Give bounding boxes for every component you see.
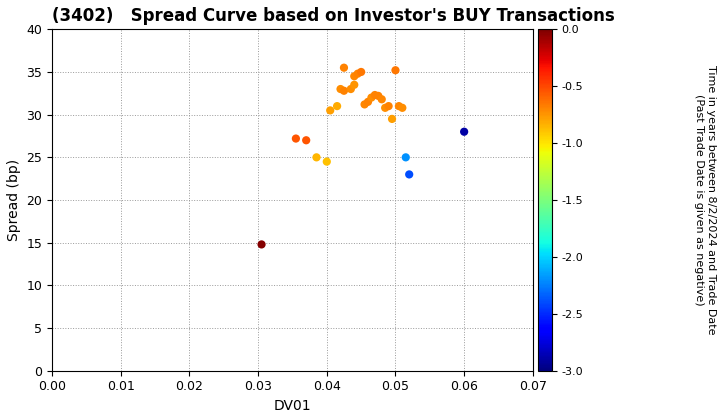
Point (311, 154, 323, 161)
Point (400, 154, 412, 161)
Point (369, 92, 381, 98)
Point (372, 92, 384, 99)
X-axis label: DV01: DV01 (274, 399, 311, 413)
Point (403, 171, 415, 178)
Point (356, 68, 367, 75)
Point (338, 64, 350, 71)
Point (256, 241, 267, 248)
Point (397, 105, 408, 111)
Point (390, 67, 401, 74)
Point (321, 158, 333, 165)
Point (386, 116, 397, 122)
Point (379, 105, 391, 111)
Point (366, 94, 377, 101)
Point (331, 103, 343, 110)
Point (376, 96, 387, 102)
Point (345, 86, 356, 92)
Point (325, 107, 336, 114)
Point (335, 86, 346, 92)
Point (359, 101, 370, 108)
Point (383, 103, 395, 110)
Y-axis label: Spread (bp): Spread (bp) (7, 159, 21, 241)
Point (348, 81, 360, 88)
Point (362, 98, 374, 105)
Point (348, 73, 360, 80)
Y-axis label: Time in years between 8/2/2024 and Trade Date
(Past Trade Date is given as negat: Time in years between 8/2/2024 and Trade… (694, 65, 716, 335)
Point (352, 70, 364, 77)
Point (300, 137, 312, 144)
Text: (3402)   Spread Curve based on Investor's BUY Transactions: (3402) Spread Curve based on Investor's … (52, 7, 615, 25)
Point (459, 129, 470, 135)
Point (338, 87, 350, 94)
Point (393, 103, 405, 110)
Point (290, 135, 302, 142)
